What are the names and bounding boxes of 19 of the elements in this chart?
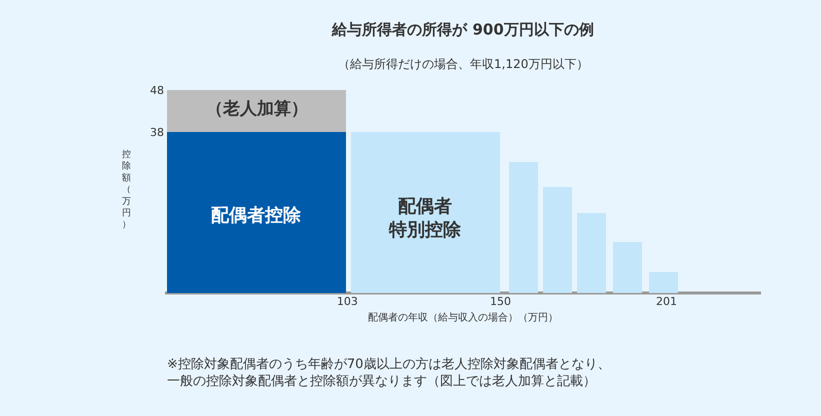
annotation: 配偶者控除 [211,205,302,226]
text: ※控除対象配偶者のうち年齢が70歳以上の方は老人控除対象配偶者となり、一般の控除対象配偶者と控除額が異なります（図上では老人加算と記載） [167,356,610,389]
bar [577,213,606,293]
chart-subtitle: （給与所得だけの場合、年収1,120万円以下） [338,57,588,71]
y-tick-label: 48 [150,84,164,97]
x-tick-label: 201 [656,295,678,308]
x-tick-label: 150 [490,295,511,308]
x-axis-title: 配偶者の年収（給与収入の場合）（万円） [368,312,558,324]
y-tick-label: 38 [150,126,164,140]
bar [509,162,538,293]
x-tick-label: 103 [336,295,358,308]
chart-title: 給与所得者の所得が 900万円以下の例 [331,20,594,38]
y-axis-title: 控除額（万円） [122,149,131,230]
bar [167,90,346,132]
annotation: （老人加算） [206,99,308,119]
bar [649,272,678,293]
annotation: 配偶者特別控除 [388,196,462,240]
bar [613,242,642,293]
bar [543,187,572,293]
